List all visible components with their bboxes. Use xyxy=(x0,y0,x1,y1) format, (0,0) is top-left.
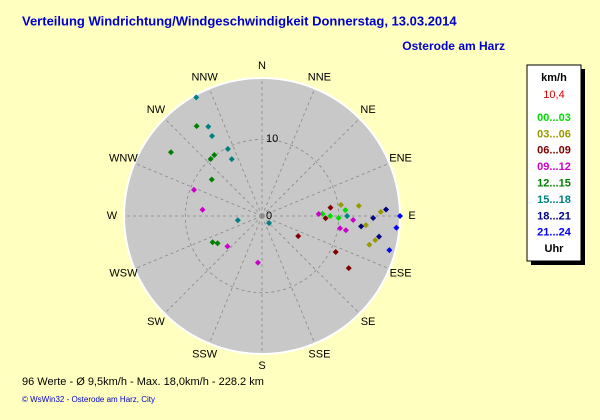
point xyxy=(350,216,357,223)
r-tick-label: 0 xyxy=(266,210,272,222)
point xyxy=(335,215,342,222)
point xyxy=(397,213,403,219)
point xyxy=(327,204,334,211)
point xyxy=(224,146,231,153)
direction-label: SSE xyxy=(308,348,330,360)
point xyxy=(199,206,206,213)
point xyxy=(319,210,326,217)
direction-label: SW xyxy=(147,316,165,328)
point xyxy=(370,214,377,221)
point xyxy=(342,227,349,234)
point xyxy=(372,237,379,244)
legend-entry: 12...15 xyxy=(537,178,571,190)
point xyxy=(383,206,390,213)
direction-label: SE xyxy=(361,316,376,328)
chart-title: Verteilung Windrichtung/Windgeschwindigk… xyxy=(22,13,457,28)
spoke xyxy=(261,215,316,344)
credit: © WsWin32 - Osterode am Harz, City xyxy=(22,395,155,404)
r-tick-label: 10 xyxy=(266,133,278,145)
legend-entry: 06...09 xyxy=(537,145,571,157)
direction-label: E xyxy=(408,210,415,222)
direction-label: ENE xyxy=(389,153,412,165)
point xyxy=(322,215,329,222)
point xyxy=(327,213,334,219)
spoke xyxy=(261,162,390,217)
spoke xyxy=(261,88,316,217)
point xyxy=(393,224,400,231)
spoke xyxy=(134,162,263,217)
point xyxy=(366,241,373,248)
point xyxy=(332,248,339,255)
legend-entry: 21...24 xyxy=(537,227,572,239)
spoke xyxy=(261,215,390,270)
legend-title: km/h xyxy=(541,72,567,84)
point xyxy=(358,223,365,230)
direction-label: S xyxy=(258,360,265,372)
point xyxy=(345,265,352,272)
point xyxy=(377,208,384,215)
point xyxy=(342,207,349,214)
current-speed: 10,4 xyxy=(543,89,564,101)
spoke xyxy=(208,88,263,217)
point xyxy=(295,233,302,240)
point xyxy=(207,156,214,163)
spoke xyxy=(164,118,263,217)
point xyxy=(211,151,218,158)
direction-label: NNE xyxy=(308,71,331,83)
point xyxy=(208,176,215,183)
direction-label: N xyxy=(258,60,266,72)
direction-label: WSW xyxy=(109,267,138,279)
spoke xyxy=(261,215,360,314)
footer: 96 Werte - Ø 9,5km/h - Max. 18,0km/h - 2… xyxy=(22,376,264,388)
point xyxy=(209,239,216,246)
legend-entry: 15...18 xyxy=(537,194,571,206)
point xyxy=(355,202,362,209)
direction-label: NW xyxy=(147,104,166,116)
point xyxy=(193,94,200,101)
legend-footer: Uhr xyxy=(545,243,565,255)
spoke xyxy=(164,215,263,314)
point xyxy=(344,213,351,219)
point xyxy=(191,186,198,193)
legend-entry: 03...06 xyxy=(537,128,571,140)
point xyxy=(214,240,221,247)
legend-entry: 09...12 xyxy=(537,161,571,173)
legend-entry: 00...03 xyxy=(537,112,571,124)
point xyxy=(224,243,231,250)
direction-label: NE xyxy=(360,104,375,116)
point xyxy=(193,123,200,130)
direction-label: WNW xyxy=(109,153,138,165)
point xyxy=(362,222,369,229)
point xyxy=(337,225,344,232)
direction-label: NNW xyxy=(191,71,218,83)
spoke xyxy=(261,118,360,217)
point xyxy=(228,156,235,163)
direction-label: ESE xyxy=(390,267,412,279)
spoke xyxy=(134,215,263,270)
point xyxy=(234,217,241,224)
legend-entry: 18...21 xyxy=(537,210,571,222)
chart-subtitle: Osterode am Harz xyxy=(402,39,505,53)
point xyxy=(205,123,212,130)
direction-label: SSW xyxy=(192,348,218,360)
point xyxy=(337,201,344,208)
point xyxy=(209,133,216,140)
point xyxy=(167,149,174,156)
point xyxy=(376,233,383,240)
point xyxy=(266,220,273,227)
point xyxy=(386,247,393,254)
direction-label: W xyxy=(107,210,118,222)
spoke xyxy=(208,215,263,344)
legend-box xyxy=(526,64,582,262)
point xyxy=(315,211,322,218)
point xyxy=(254,259,261,266)
